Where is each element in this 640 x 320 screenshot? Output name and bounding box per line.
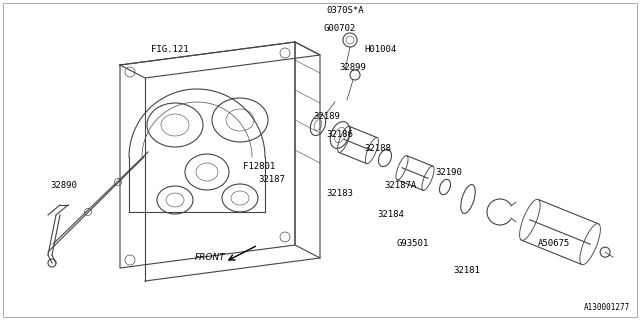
Text: 32187: 32187 (258, 175, 285, 184)
Text: FIG.121: FIG.121 (151, 45, 189, 54)
Text: H01004: H01004 (365, 45, 397, 54)
Text: 32181: 32181 (454, 266, 481, 275)
Text: FRONT: FRONT (195, 253, 226, 262)
Text: F12801: F12801 (243, 162, 275, 171)
Text: 32899: 32899 (339, 63, 366, 72)
Text: 32186: 32186 (326, 130, 353, 139)
Text: A130001277: A130001277 (584, 303, 630, 312)
Text: 32184: 32184 (378, 210, 404, 219)
Text: 32190: 32190 (435, 168, 462, 177)
Text: A50675: A50675 (538, 239, 570, 248)
Text: 32183: 32183 (326, 189, 353, 198)
Text: 32189: 32189 (314, 112, 340, 121)
Text: 32890: 32890 (50, 181, 77, 190)
Text: 32188: 32188 (365, 144, 392, 153)
Text: 0370S*A: 0370S*A (327, 6, 364, 15)
Text: G00702: G00702 (323, 24, 355, 33)
Text: G93501: G93501 (397, 239, 429, 248)
Text: 32187A: 32187A (384, 181, 416, 190)
